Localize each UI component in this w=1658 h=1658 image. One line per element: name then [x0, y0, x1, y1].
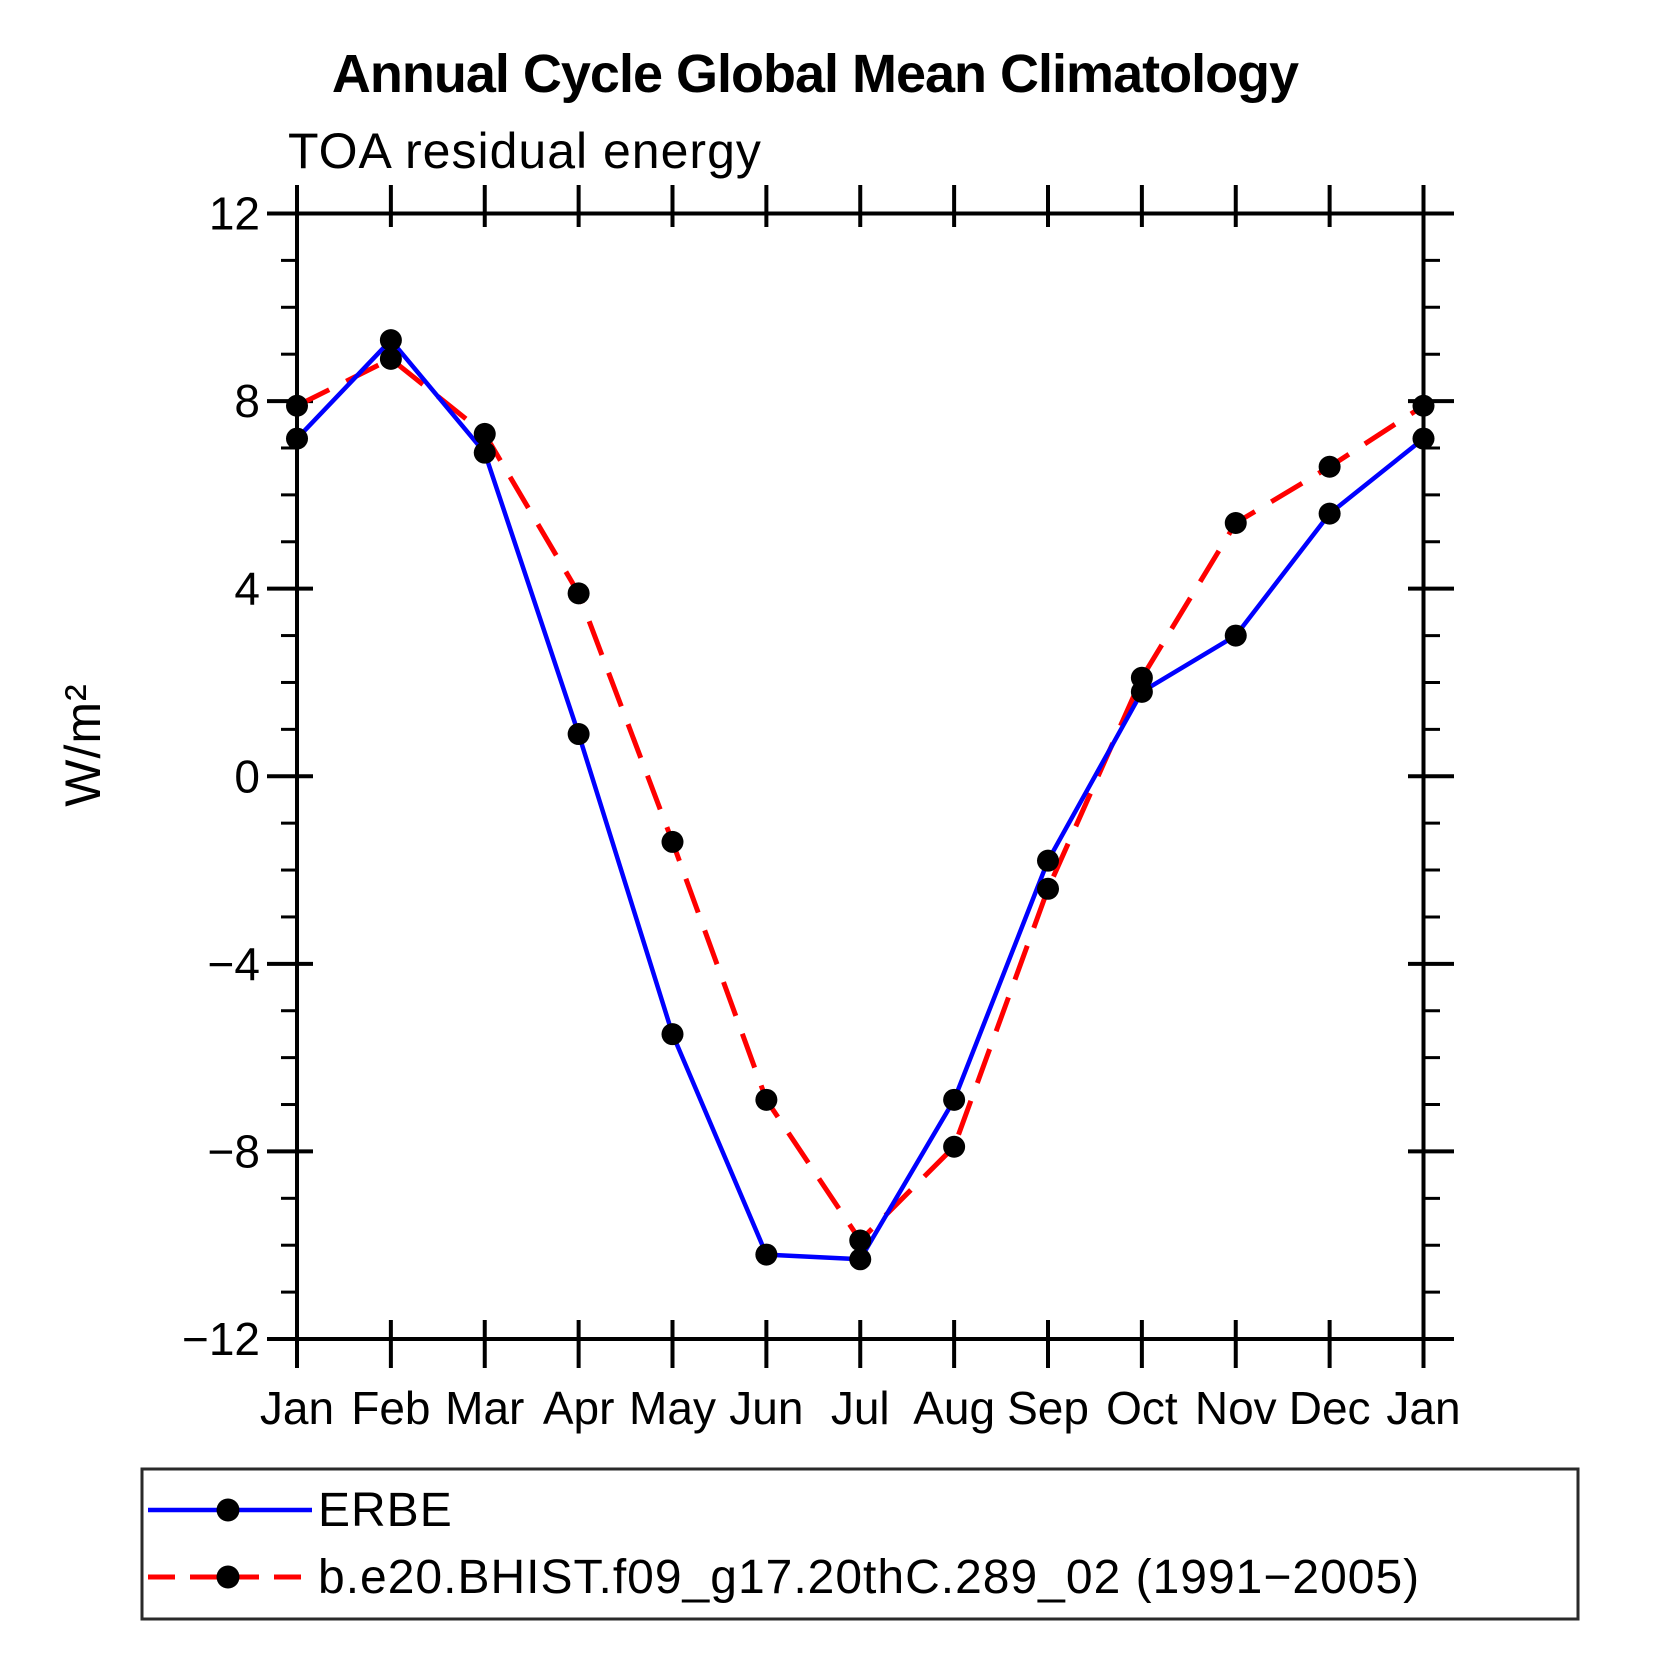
- data-point-erbe: [473, 441, 496, 464]
- data-point-erbe: [379, 329, 402, 352]
- x-tick-label: Oct: [1106, 1382, 1178, 1434]
- series-line-erbe: [295, 337, 1425, 1262]
- data-point-erbe: [1037, 849, 1059, 872]
- legend-label-erbe: ERBE: [318, 1484, 453, 1537]
- y-tick-label: −12: [182, 1313, 260, 1365]
- x-tick-label: Jul: [831, 1382, 890, 1434]
- y-tick-label: 12: [209, 188, 260, 240]
- x-tick-label: Jan: [1386, 1382, 1460, 1434]
- axis-ticks: [267, 185, 1454, 1368]
- x-tick-label: Sep: [1007, 1382, 1089, 1434]
- data-point-model: [661, 830, 684, 853]
- data-point-model: [1037, 877, 1059, 900]
- series-line-model: [295, 356, 1425, 1244]
- data-point-erbe: [661, 1023, 684, 1046]
- data-point-erbe: [943, 1088, 966, 1111]
- y-tick-label: 0: [234, 750, 260, 802]
- data-point-model: [1318, 455, 1341, 478]
- y-tick-label: 8: [234, 375, 260, 427]
- data-point-erbe: [849, 1248, 872, 1271]
- y-tick-label: −8: [208, 1125, 260, 1177]
- series-lines: [295, 337, 1425, 1262]
- y-tick-label: 4: [234, 563, 260, 615]
- data-point-model: [755, 1088, 778, 1111]
- x-tick-label: Jun: [729, 1382, 803, 1434]
- plot-border: [295, 211, 1426, 1341]
- data-point-erbe: [1318, 502, 1341, 525]
- data-point-model: [379, 347, 402, 370]
- data-point-model: [1130, 666, 1153, 689]
- legend: ERBE b.e20.BHIST.f09_g17.20thC.289_02 (1…: [140, 1467, 1580, 1621]
- x-tick-label: Mar: [445, 1382, 524, 1434]
- chart-title: Annual Cycle Global Mean Climatology: [332, 44, 1299, 104]
- data-point-model: [286, 394, 308, 417]
- chart-subtitle: TOA residual energy: [288, 123, 762, 179]
- data-point-erbe: [1224, 624, 1247, 647]
- data-point-model: [1412, 394, 1435, 417]
- series-markers: [286, 329, 1435, 1271]
- legend-marker-erbe: [216, 1498, 240, 1522]
- data-point-erbe: [286, 427, 308, 450]
- legend-box: [140, 1467, 1580, 1621]
- legend-marker-model: [216, 1565, 240, 1589]
- data-point-erbe: [755, 1243, 778, 1266]
- plot-frame: [295, 211, 1426, 1341]
- data-point-model: [849, 1229, 872, 1252]
- x-tick-label: Dec: [1289, 1382, 1371, 1434]
- data-point-erbe: [1412, 427, 1435, 450]
- legend-label-model: b.e20.BHIST.f09_g17.20thC.289_02 (1991−2…: [318, 1551, 1420, 1604]
- data-point-erbe: [567, 723, 590, 746]
- y-tick-labels: −12 −8 −4 0 4 8 12: [182, 188, 260, 1366]
- data-point-model: [567, 582, 590, 605]
- data-point-model: [473, 422, 496, 445]
- x-tick-label: Nov: [1195, 1382, 1277, 1434]
- x-tick-label: Aug: [913, 1382, 995, 1434]
- y-axis-label: W/m²: [55, 683, 111, 806]
- x-tick-label: Feb: [351, 1382, 430, 1434]
- x-tick-label: Jan: [260, 1382, 334, 1434]
- data-point-model: [943, 1135, 966, 1158]
- x-tick-label: May: [629, 1382, 716, 1434]
- data-point-model: [1224, 512, 1247, 535]
- x-tick-labels: Jan Feb Mar Apr May Jun Jul Aug Sep Oct Nov Dec Jan: [260, 1382, 1461, 1434]
- y-tick-label: −4: [208, 938, 260, 990]
- x-tick-label: Apr: [543, 1382, 615, 1434]
